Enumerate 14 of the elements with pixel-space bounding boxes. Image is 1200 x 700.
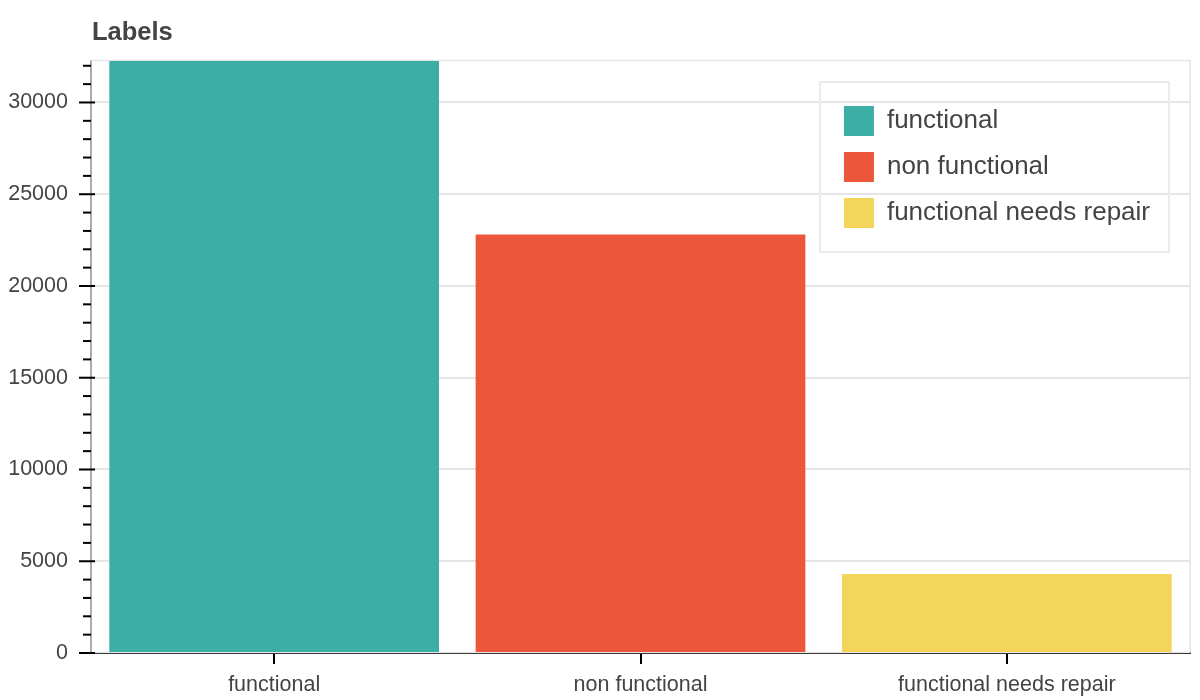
y-tick-label: 0: [56, 639, 69, 664]
legend-label: functional needs repair: [886, 196, 1151, 227]
y-tick-label: 15000: [8, 364, 69, 389]
x-tick-label: functional needs repair: [898, 671, 1116, 696]
x-tick-label: functional: [228, 671, 321, 696]
legend-label: functional: [886, 104, 999, 135]
y-tick-label: 5000: [20, 548, 69, 573]
chart-title: Labels: [92, 17, 173, 46]
y-tick-label: 20000: [8, 272, 69, 297]
x-tick-label: non functional: [573, 671, 708, 696]
legend-label: non functional: [886, 150, 1049, 181]
y-tick-label: 25000: [8, 181, 69, 206]
y-tick-label: 10000: [8, 456, 69, 481]
y-tick-label: 30000: [8, 89, 69, 114]
